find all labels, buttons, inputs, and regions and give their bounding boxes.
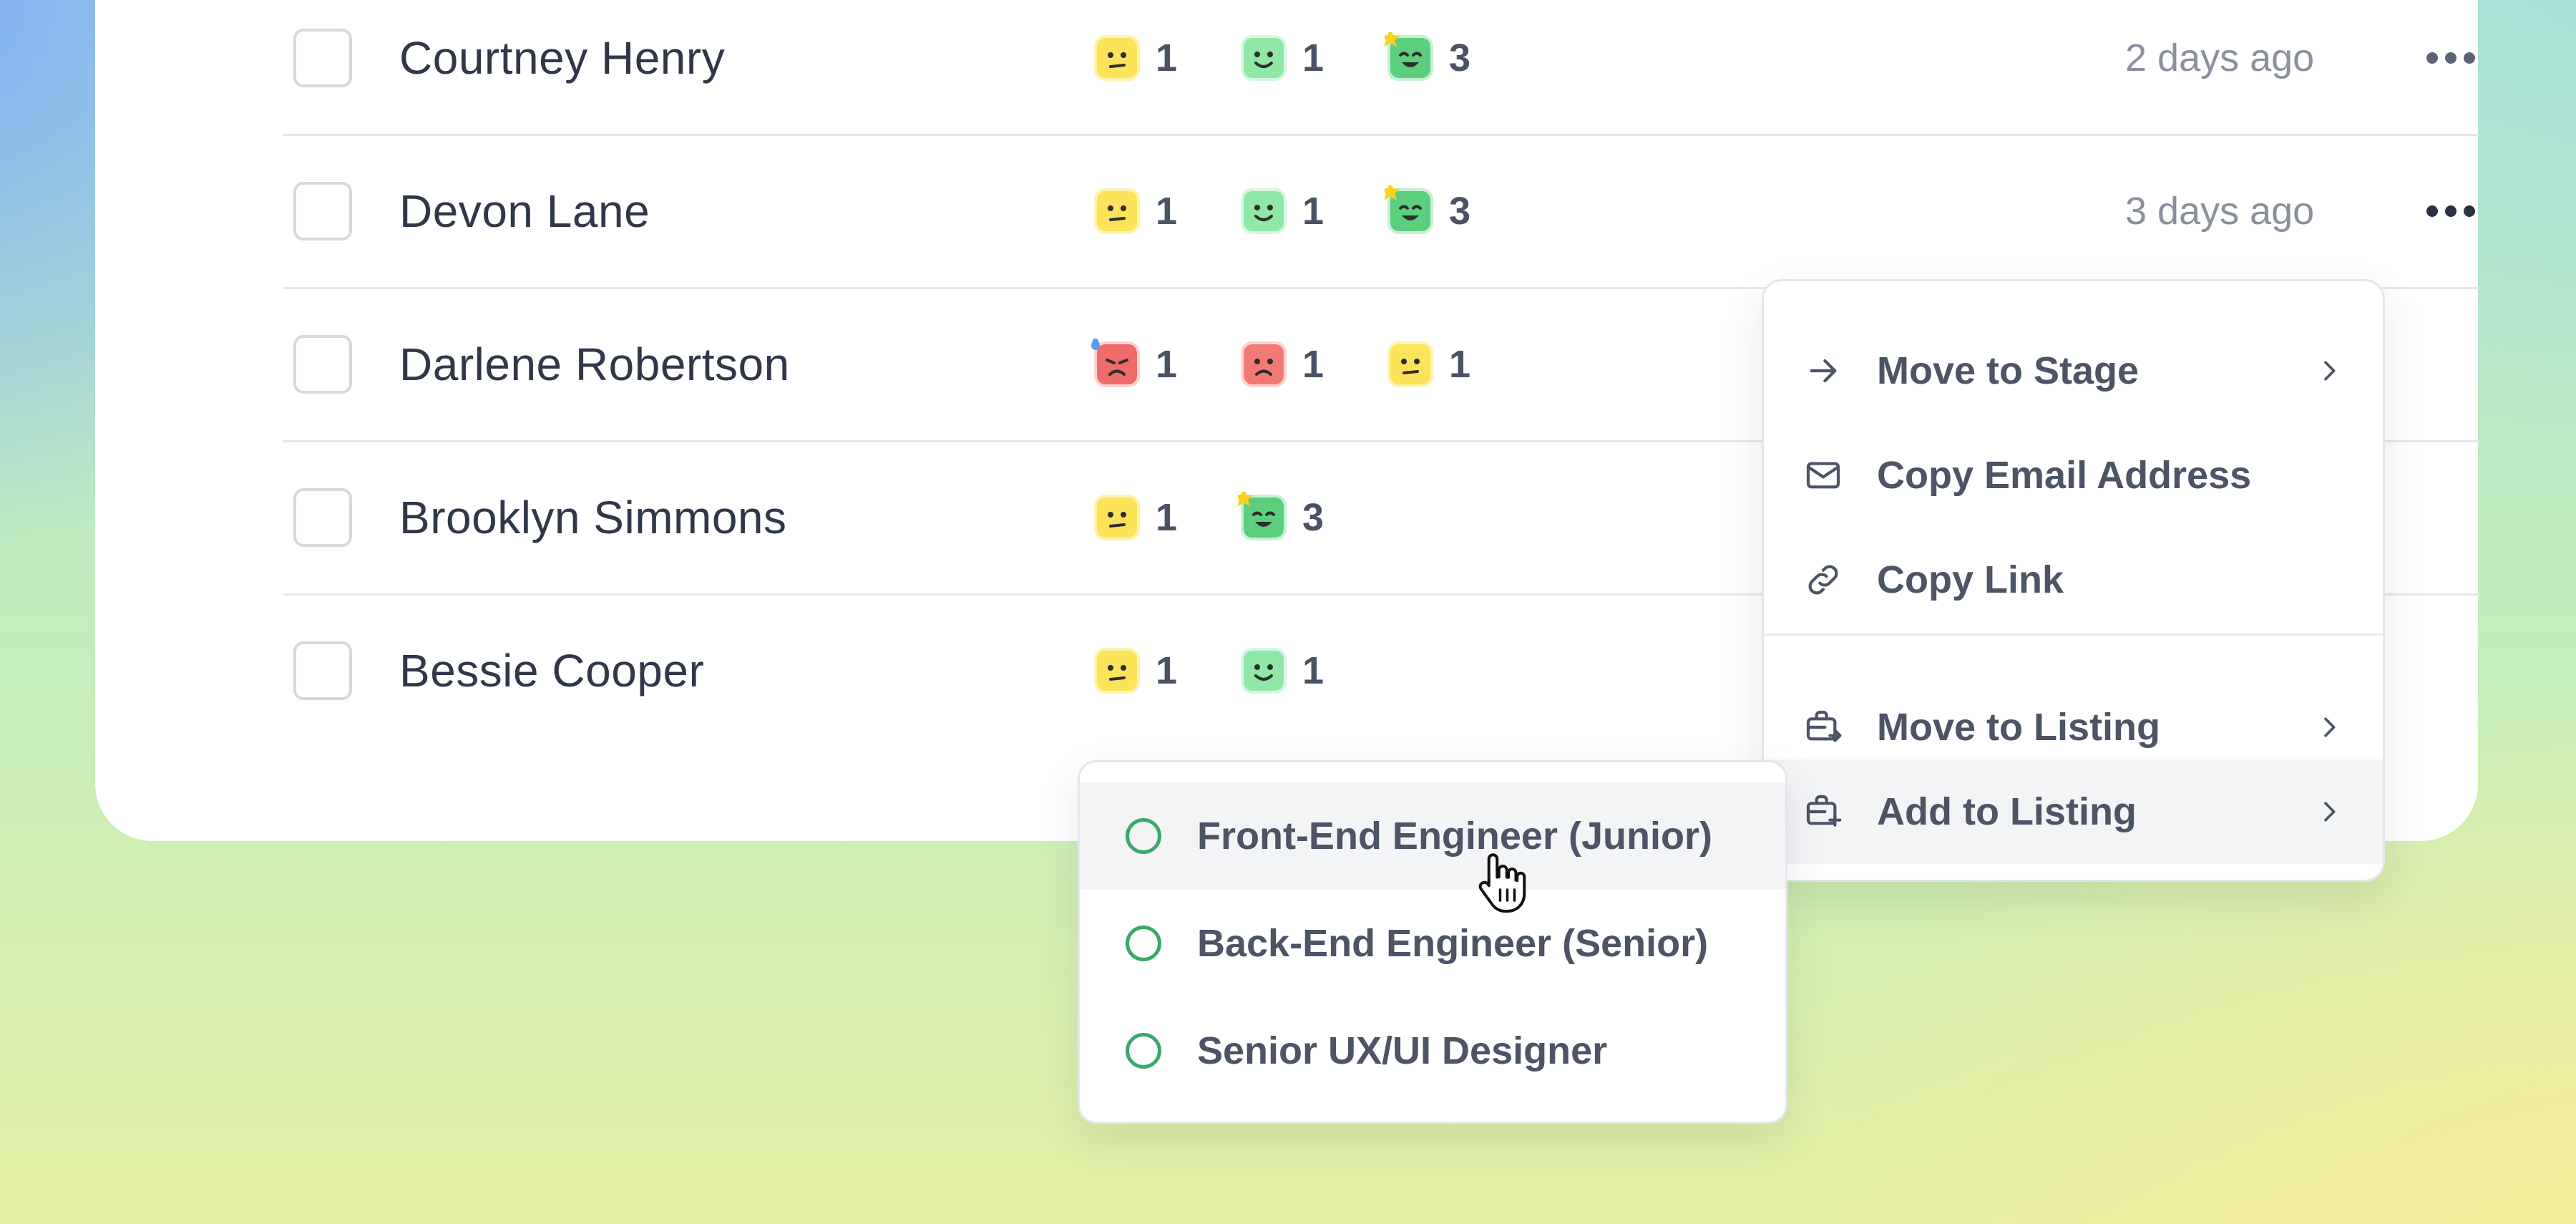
radio-button[interactable] [1126,1033,1161,1069]
candidate-name[interactable]: Darlene Robertson [399,339,790,390]
reaction-count: 1 [1302,649,1324,692]
candidate-name[interactable]: Devon Lane [399,185,650,237]
reaction-neutral[interactable]: 1 [1091,645,1177,696]
briefcase-add-icon [1806,795,1842,827]
star-face-icon [1385,185,1436,237]
star-face-icon [1238,492,1289,543]
listing-option[interactable]: Front-End Engineer (Junior) [1080,782,1785,890]
menu-item-label: Move to Stage [1877,349,2140,392]
listing-option[interactable]: Back-End Engineer (Senior) [1080,890,1785,997]
reaction-happy[interactable]: 1 [1238,185,1324,237]
table-row[interactable]: Courtney Henry 1 1 3 2 days ago [283,0,2479,136]
neutral-face-icon [1091,185,1143,237]
sweat-sad-face-icon [1091,339,1143,390]
table-row[interactable]: Bessie Cooper 1 1 [283,594,2479,747]
row-divider [283,440,2479,442]
menu-item-label: Add to Listing [1877,790,2137,833]
hand-pointer-cursor-icon [1478,853,1526,913]
reaction-star[interactable]: 3 [1385,32,1470,84]
table-row[interactable]: Brooklyn Simmons 1 3 [283,441,2479,596]
reaction-count: 1 [1156,343,1178,386]
menu-item-copy-link[interactable]: Copy Link [1764,528,2383,632]
briefcase-move-icon [1806,710,1842,742]
radio-button[interactable] [1126,818,1161,854]
row-divider [283,287,2479,289]
row-checkbox[interactable] [293,29,352,87]
radio-button[interactable] [1126,926,1161,961]
reaction-neutral[interactable]: 1 [1091,492,1177,543]
reaction-count: 1 [1156,496,1178,539]
reaction-sweat-sad[interactable]: 1 [1091,339,1177,390]
menu-item-move-to-listing[interactable]: Move to Listing [1764,675,2383,779]
reaction-happy[interactable]: 1 [1238,645,1324,696]
reaction-star[interactable]: 3 [1385,185,1470,237]
reaction-neutral[interactable]: 1 [1091,32,1177,84]
more-options-button[interactable] [2411,37,2490,79]
listing-option-label: Back-End Engineer (Senior) [1197,922,1709,965]
row-divider [283,134,2479,136]
menu-divider [1764,633,2383,636]
row-checkbox[interactable] [293,641,352,700]
table-row[interactable]: Devon Lane 1 1 3 3 days ago [283,135,2479,289]
reaction-count: 1 [1156,190,1178,233]
reaction-count: 1 [1449,343,1471,386]
neutral-face-icon [1385,339,1436,390]
reaction-neutral[interactable]: 1 [1091,185,1177,237]
more-options-button[interactable] [2411,190,2490,233]
last-activity-time: 2 days ago [2125,37,2315,79]
reaction-count: 1 [1302,190,1324,233]
happy-face-icon [1238,185,1289,237]
neutral-face-icon [1091,32,1143,84]
reaction-star[interactable]: 3 [1238,492,1324,543]
listing-option-label: Front-End Engineer (Junior) [1197,815,1712,858]
candidate-name[interactable]: Courtney Henry [399,32,726,84]
sad-face-icon [1238,339,1289,390]
row-divider [283,593,2479,596]
reaction-count: 1 [1302,37,1324,79]
row-checkbox[interactable] [293,335,352,394]
happy-face-icon [1238,32,1289,84]
menu-item-copy-email[interactable]: Copy Email Address [1764,423,2383,528]
neutral-face-icon [1091,645,1143,696]
arrow-right-icon [1810,359,1837,383]
row-checkbox[interactable] [293,488,352,547]
menu-item-label: Copy Email Address [1877,454,2252,497]
row-context-menu: Move to Stage Copy Email Address Copy Li… [1762,279,2385,882]
reaction-count: 1 [1156,37,1178,79]
last-activity-time: 3 days ago [2125,190,2315,233]
neutral-face-icon [1091,492,1143,543]
menu-item-move-to-stage[interactable]: Move to Stage [1764,319,2383,423]
reaction-count: 1 [1302,343,1324,386]
candidate-name[interactable]: Brooklyn Simmons [399,492,787,543]
chevron-right-icon [2324,802,2336,822]
reaction-count: 3 [1449,190,1471,233]
listing-submenu: Front-End Engineer (Junior) Back-End Eng… [1078,760,1787,1124]
reaction-happy[interactable]: 1 [1238,32,1324,84]
menu-item-add-to-listing[interactable]: Add to Listing [1764,759,2383,864]
reaction-neutral[interactable]: 1 [1385,339,1470,390]
menu-item-label: Move to Listing [1877,706,2160,749]
mail-icon [1806,462,1840,489]
menu-item-label: Copy Link [1877,558,2064,601]
link-icon [1808,565,1838,595]
listing-option-label: Senior UX/UI Designer [1197,1029,1608,1072]
reaction-sad[interactable]: 1 [1238,339,1324,390]
candidate-name[interactable]: Bessie Cooper [399,645,705,696]
chevron-right-icon [2324,361,2336,381]
happy-face-icon [1238,645,1289,696]
chevron-right-icon [2324,717,2336,737]
row-checkbox[interactable] [293,182,352,241]
reaction-count: 3 [1449,37,1471,79]
listing-option[interactable]: Senior UX/UI Designer [1080,997,1785,1104]
star-face-icon [1385,32,1436,84]
reaction-count: 3 [1302,496,1324,539]
table-row[interactable]: Darlene Robertson 1 1 1 [283,288,2479,442]
reaction-count: 1 [1156,649,1178,692]
